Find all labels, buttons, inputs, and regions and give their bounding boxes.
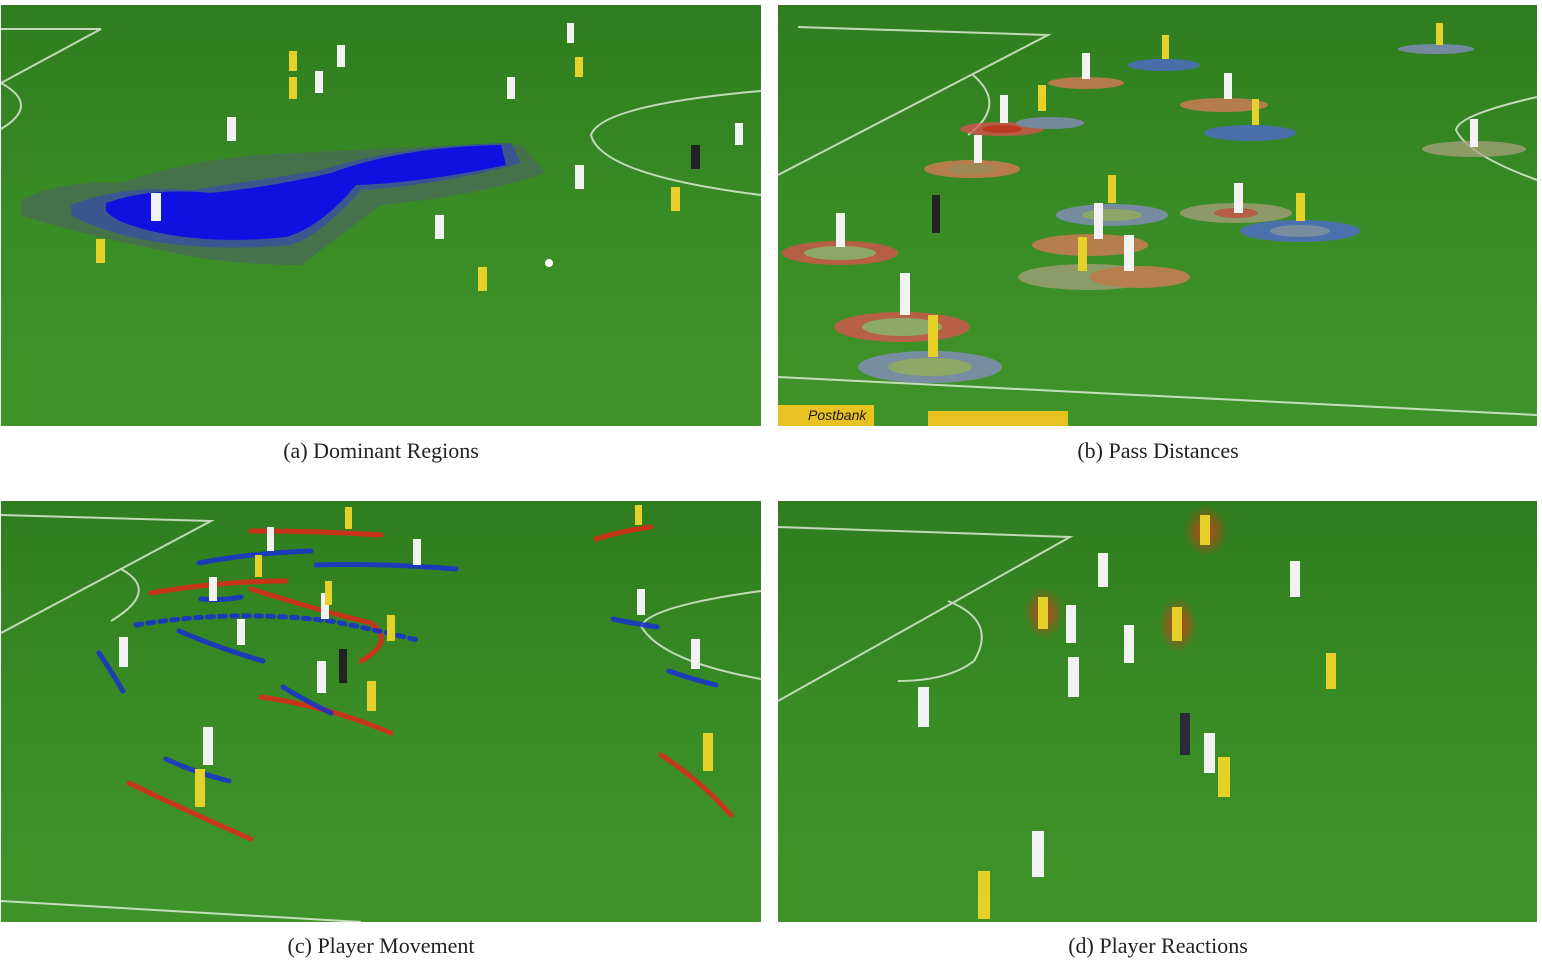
panel-player-movement xyxy=(1,501,761,922)
pitch-view-a xyxy=(1,23,761,291)
pitch-markings xyxy=(778,526,1074,702)
caption-dominant-regions: (a) Dominant Regions xyxy=(283,438,479,463)
pitch-markings xyxy=(778,26,1537,416)
pitch-view-d xyxy=(778,505,1336,919)
players-c xyxy=(119,505,713,807)
pitch-view-b: Postbank xyxy=(778,23,1537,426)
pitch-markings xyxy=(1,28,761,196)
players-a xyxy=(96,23,743,291)
caption-player-reactions: (d) Player Reactions xyxy=(1068,933,1248,958)
pitch-view-c xyxy=(1,505,761,922)
caption-player-movement: (c) Player Movement xyxy=(287,933,475,958)
dominant-region-core xyxy=(106,145,506,240)
panel-pass-distances: Postbank xyxy=(778,5,1537,426)
banner-text: Postbank xyxy=(808,407,867,423)
panel-player-reactions xyxy=(778,501,1537,922)
players-d xyxy=(918,515,1336,919)
panel-dominant-regions xyxy=(1,5,761,426)
movement-trails xyxy=(96,524,734,842)
caption-pass-distances: (b) Pass Distances xyxy=(1077,438,1239,463)
pitch-markings xyxy=(1,514,761,922)
pass-distance-rings xyxy=(782,44,1526,383)
players-b xyxy=(836,23,1478,357)
ad-banner: Postbank xyxy=(778,405,1068,426)
